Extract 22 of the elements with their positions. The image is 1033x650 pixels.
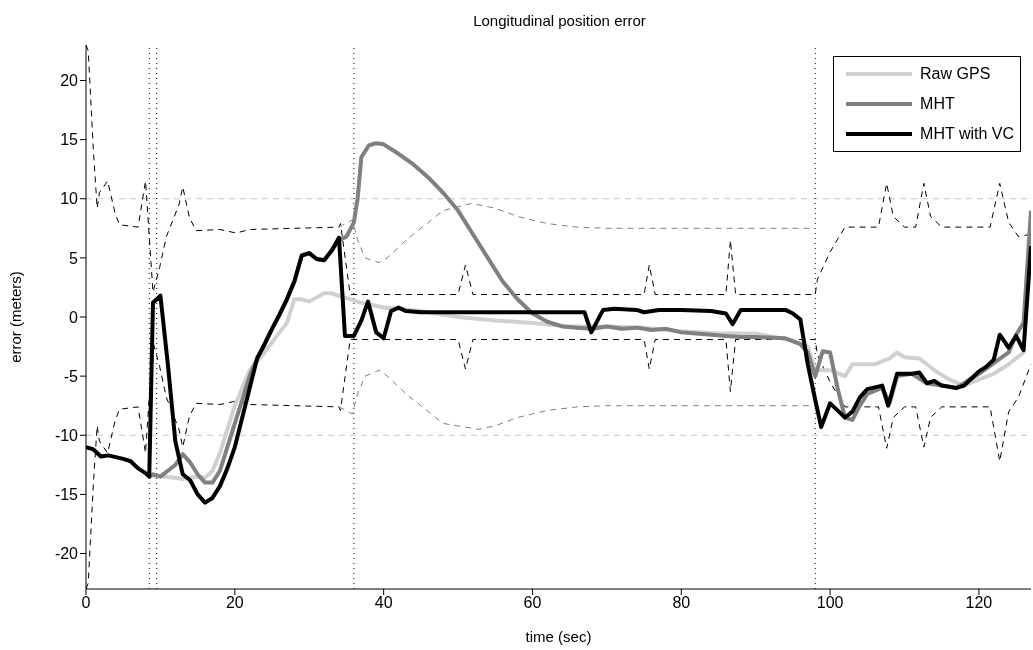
y-tick-label: -15 <box>54 486 79 504</box>
x-tick-label: 60 <box>523 594 542 612</box>
x-tick-label: 20 <box>225 594 244 612</box>
x-tick-label: 0 <box>81 594 91 612</box>
y-tick-label: 15 <box>60 131 79 149</box>
y-tick-label: -10 <box>54 426 79 444</box>
y-tick-label: 10 <box>60 190 79 208</box>
y-tick-label: -5 <box>63 367 79 385</box>
y-tick-label: -20 <box>54 545 79 563</box>
x-tick-label: 100 <box>816 594 844 612</box>
y-axis-title: error (meters) <box>7 271 25 363</box>
x-tick-label: 80 <box>672 594 691 612</box>
y-tick-label: 5 <box>69 249 79 267</box>
x-tick-label: 120 <box>965 594 993 612</box>
legend-label: MHT <box>920 95 955 113</box>
legend-label: MHT with VC <box>920 125 1014 143</box>
y-tick-label: 0 <box>69 308 79 326</box>
legend-label: Raw GPS <box>920 65 991 83</box>
x-axis-title: time (sec) <box>525 628 592 645</box>
chart-title: Longitudinal position error <box>472 12 647 29</box>
y-tick-label: 20 <box>60 72 79 90</box>
x-tick-label: 40 <box>374 594 393 612</box>
